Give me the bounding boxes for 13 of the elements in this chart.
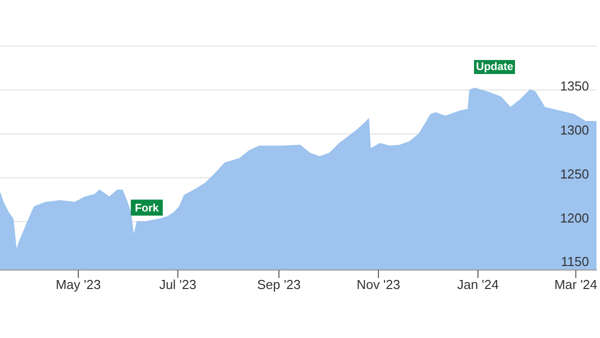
y-tick-label: 1300 <box>560 122 589 138</box>
y-tick-label: 1350 <box>560 78 589 94</box>
y-tick-label: 1200 <box>560 210 589 226</box>
x-tick-label: Nov '23 <box>356 277 400 292</box>
x-tick-label: Jan '24 <box>457 277 499 292</box>
y-tick-label: 1150 <box>561 254 589 270</box>
x-tick-label: Sep '23 <box>257 277 301 292</box>
annotation: Update <box>474 60 516 74</box>
x-tick-label: May '23 <box>56 277 101 292</box>
x-tick-label: Mar '24 <box>554 277 598 292</box>
y-tick-label: 1250 <box>560 166 589 182</box>
annotation: Fork <box>134 202 160 215</box>
x-tick-label: Jul '23 <box>159 277 196 292</box>
